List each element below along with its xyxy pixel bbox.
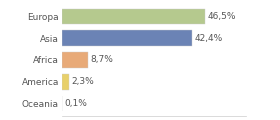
Bar — [62, 30, 192, 46]
Text: 2,3%: 2,3% — [71, 77, 94, 86]
Bar — [62, 9, 205, 24]
Bar — [62, 74, 69, 90]
Text: 46,5%: 46,5% — [207, 12, 236, 21]
Text: 0,1%: 0,1% — [64, 99, 87, 108]
Text: 42,4%: 42,4% — [195, 34, 223, 43]
Text: 8,7%: 8,7% — [91, 55, 114, 64]
Bar — [62, 52, 88, 68]
